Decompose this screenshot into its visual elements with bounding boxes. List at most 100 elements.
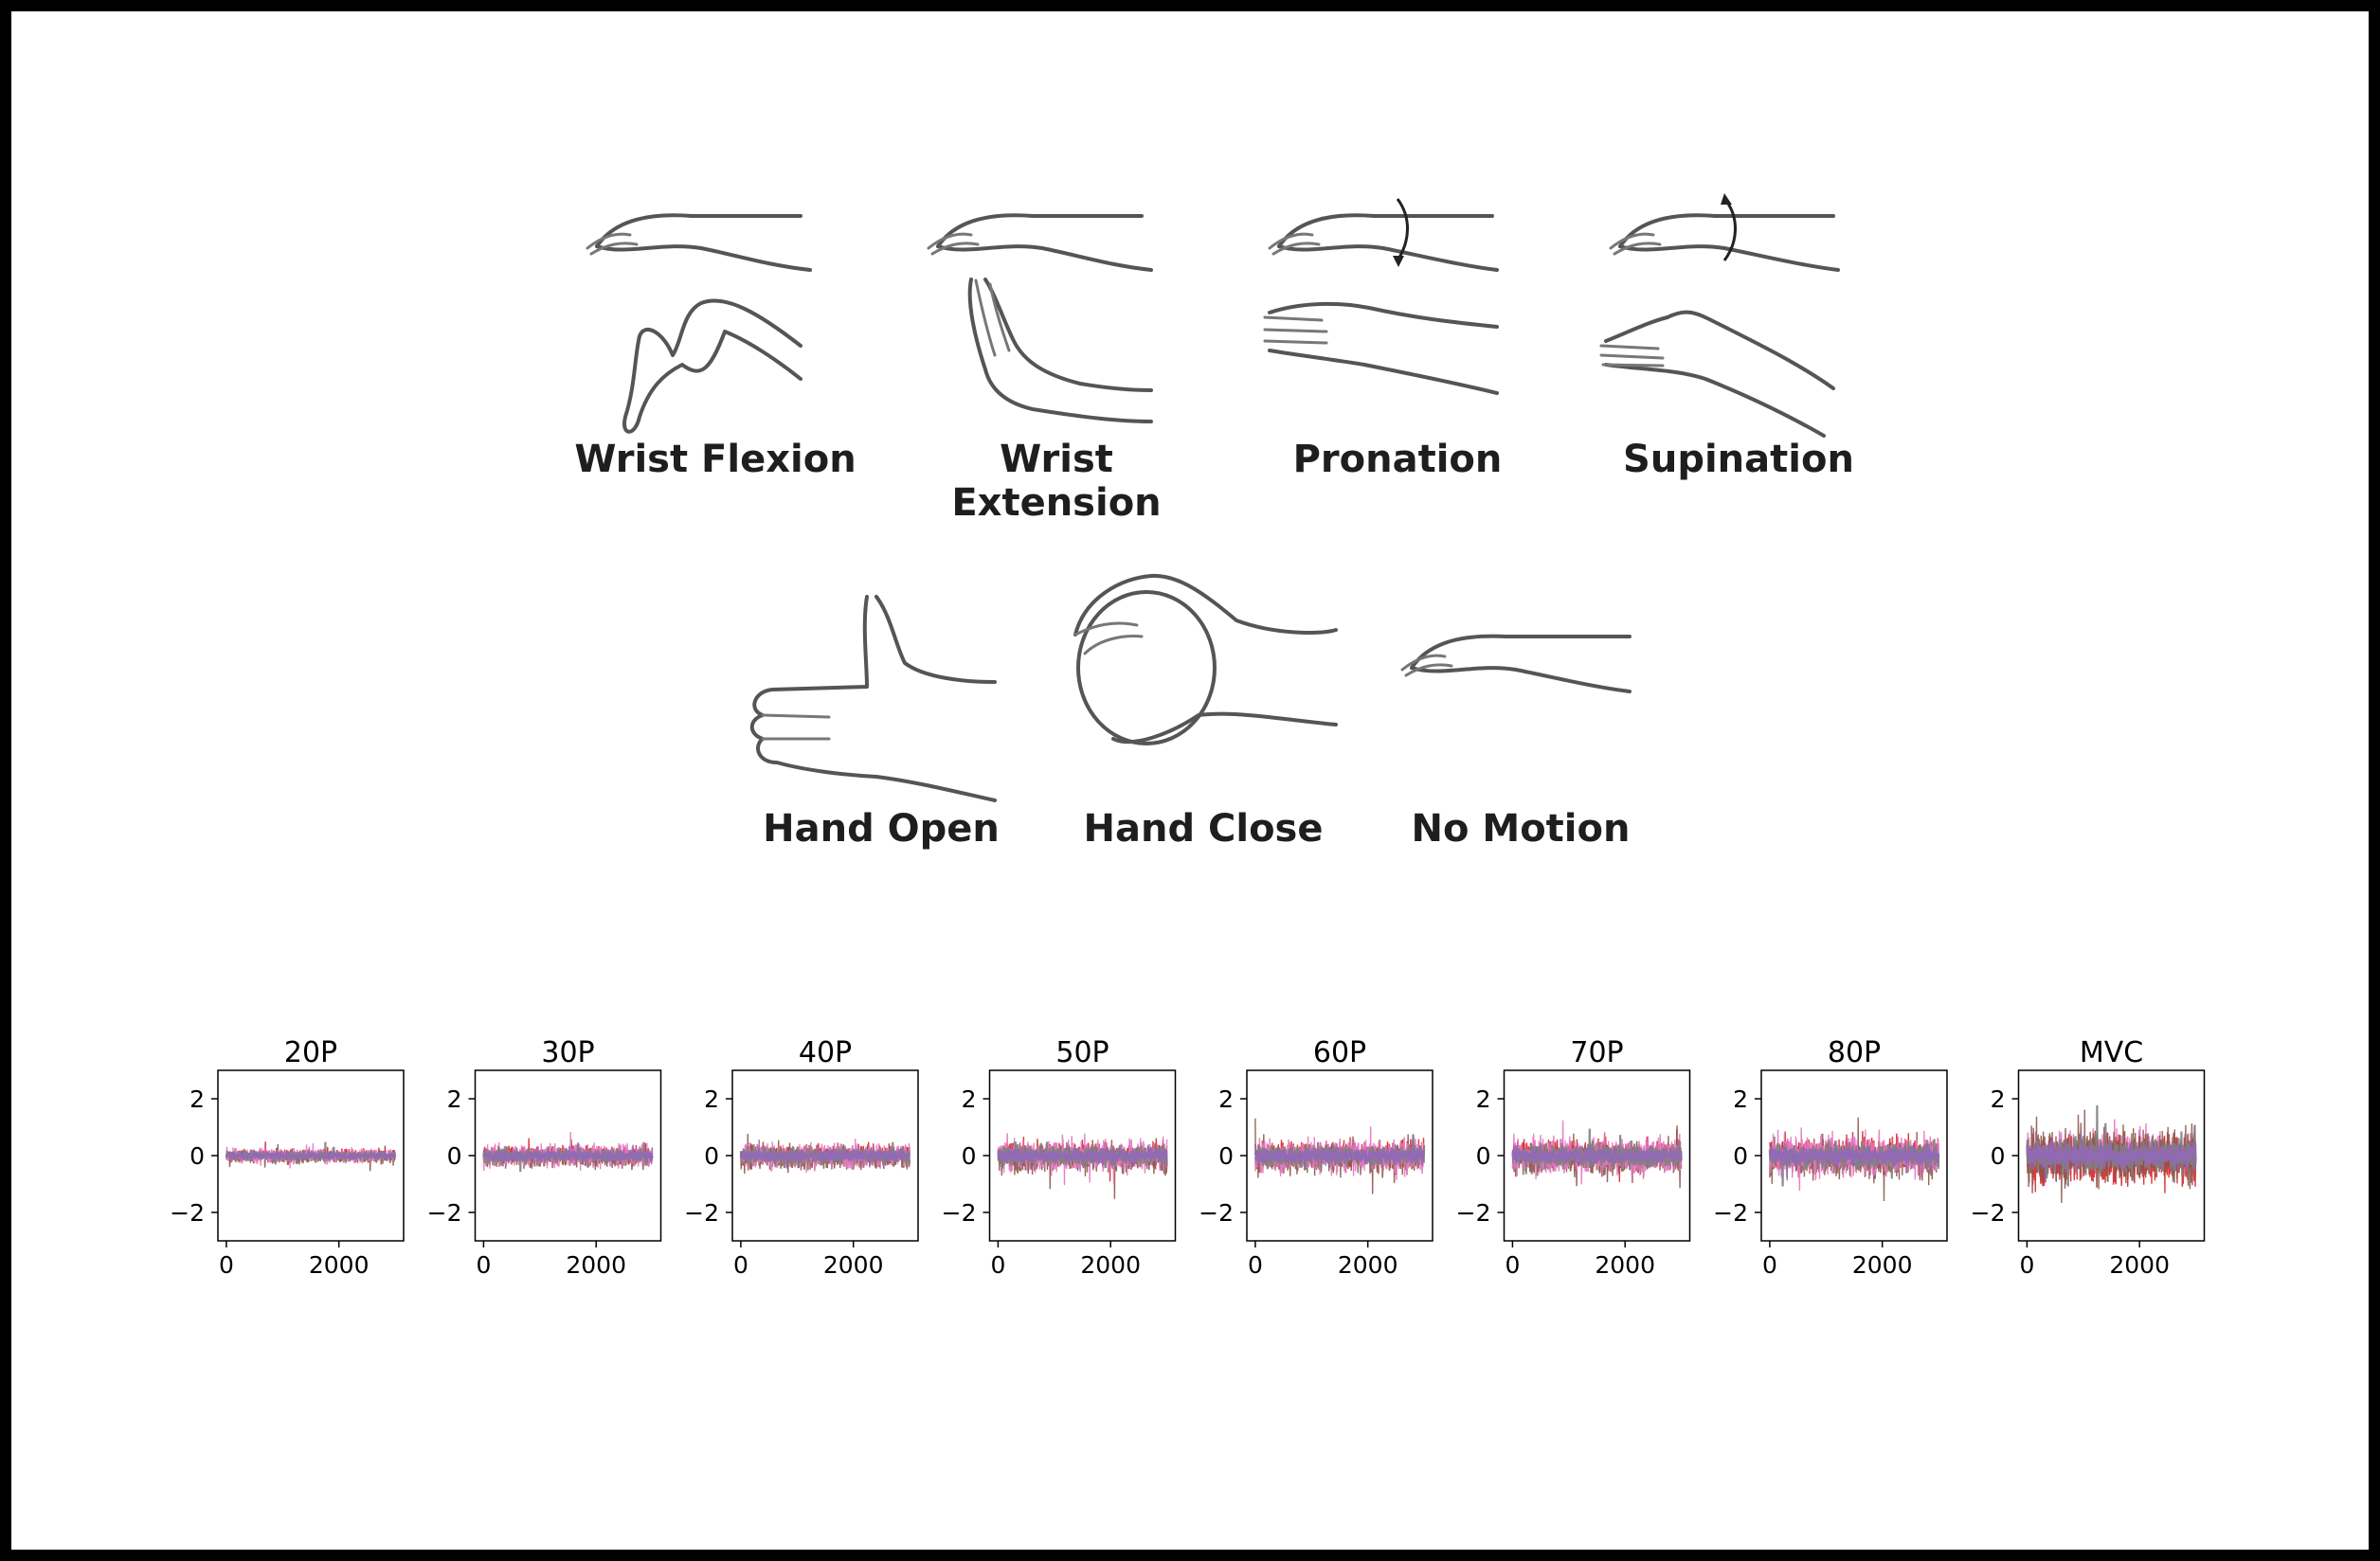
emg-subplot: 60P 2 0 −2 0 2000 bbox=[1199, 1036, 1433, 1279]
hand-open-label: Hand Open bbox=[763, 807, 1000, 851]
x-tick-label: 0 bbox=[733, 1251, 748, 1279]
y-tick-label: 2 bbox=[1476, 1086, 1491, 1113]
x-tick-label: 0 bbox=[219, 1251, 234, 1279]
wrist-extension-label: Wrist Extension bbox=[951, 438, 1162, 525]
x-tick-label: 0 bbox=[990, 1251, 1005, 1279]
gesture-supination: Supination bbox=[1582, 189, 1895, 587]
emg-subplot: 20P 2 0 −2 0 2000 bbox=[170, 1036, 405, 1279]
hand-open-icon bbox=[749, 595, 997, 802]
pronation-rotation-arrow-icon bbox=[1396, 198, 1409, 261]
x-tick-label: 2000 bbox=[1338, 1251, 1398, 1279]
gesture-hand-close: Hand Close bbox=[1047, 568, 1360, 966]
y-tick-label: 0 bbox=[704, 1142, 719, 1170]
emg-traces bbox=[1253, 1118, 1426, 1194]
emg-subplot: 70P 2 0 −2 0 2000 bbox=[1456, 1036, 1691, 1279]
y-tick-label: −2 bbox=[1971, 1199, 2006, 1227]
emg-traces bbox=[2026, 1104, 2197, 1204]
subplot-title: 70P bbox=[1570, 1036, 1623, 1069]
emg-trace-line bbox=[2026, 1130, 2197, 1183]
wrist-extension-hand-icon bbox=[927, 213, 1153, 423]
supination-label: Supination bbox=[1623, 438, 1854, 481]
emg-traces bbox=[482, 1132, 654, 1173]
supination-rotation-arrow-icon bbox=[1722, 200, 1737, 261]
y-tick-label: 2 bbox=[962, 1086, 977, 1113]
x-tick-label: 0 bbox=[1762, 1251, 1777, 1279]
emg-traces bbox=[1511, 1120, 1683, 1189]
y-tick-label: 0 bbox=[1733, 1142, 1748, 1170]
subplot-title: MVC bbox=[2080, 1036, 2143, 1069]
emg-trace-line bbox=[482, 1141, 654, 1165]
y-tick-label: −2 bbox=[942, 1199, 977, 1227]
hand-close-icon bbox=[1073, 573, 1338, 745]
x-tick-label: 2000 bbox=[1080, 1251, 1141, 1279]
x-tick-label: 0 bbox=[2019, 1251, 2034, 1279]
y-tick-label: 2 bbox=[704, 1086, 719, 1113]
y-tick-label: 2 bbox=[447, 1086, 462, 1113]
figure-canvas bbox=[11, 11, 2369, 1550]
supination-arrowhead-icon bbox=[1721, 193, 1732, 205]
subplot-title: 20P bbox=[284, 1036, 337, 1069]
y-tick-label: −2 bbox=[170, 1199, 205, 1227]
y-tick-label: −2 bbox=[1713, 1199, 1748, 1227]
x-tick-label: 2000 bbox=[1852, 1251, 1913, 1279]
wrist-flexion-hand-icon bbox=[586, 213, 812, 434]
y-tick-label: 2 bbox=[1991, 1086, 2006, 1113]
x-tick-label: 2000 bbox=[566, 1251, 626, 1279]
emg-trace-line bbox=[1511, 1128, 1683, 1175]
y-tick-label: −2 bbox=[684, 1199, 719, 1227]
wrist-flexion-label: Wrist Flexion bbox=[574, 438, 856, 481]
gesture-no-motion: No Motion bbox=[1364, 606, 1677, 1004]
y-tick-label: 0 bbox=[447, 1142, 462, 1170]
y-tick-label: 0 bbox=[1218, 1142, 1234, 1170]
emg-trace-line bbox=[740, 1139, 911, 1169]
x-tick-label: 2000 bbox=[823, 1251, 884, 1279]
emg-traces bbox=[739, 1133, 911, 1175]
x-tick-label: 0 bbox=[476, 1251, 491, 1279]
x-tick-label: 2000 bbox=[2109, 1251, 2170, 1279]
y-tick-label: 2 bbox=[189, 1086, 205, 1113]
emg-trace-line bbox=[1254, 1139, 1425, 1166]
subplot-title: 80P bbox=[1828, 1036, 1881, 1069]
y-tick-label: 0 bbox=[1991, 1142, 2006, 1170]
no-motion-label: No Motion bbox=[1411, 807, 1631, 851]
no-motion-hand-icon bbox=[1400, 634, 1632, 693]
emg-trace-line bbox=[1769, 1141, 1939, 1181]
emg-trace-line bbox=[225, 1148, 396, 1163]
emg-subplot: 50P 2 0 −2 0 2000 bbox=[942, 1036, 1177, 1279]
y-tick-label: −2 bbox=[1199, 1199, 1234, 1227]
y-tick-label: 2 bbox=[1218, 1086, 1234, 1113]
emg-trace-line bbox=[1511, 1144, 1683, 1168]
subplot-title: 40P bbox=[799, 1036, 852, 1069]
emg-trace-line bbox=[997, 1142, 1168, 1169]
gesture-wrist-extension: Wrist Extension bbox=[900, 189, 1213, 587]
emg-subplot: 40P 2 0 −2 0 2000 bbox=[684, 1036, 919, 1279]
subplot-title: 60P bbox=[1313, 1036, 1366, 1069]
emg-trace-line bbox=[1254, 1126, 1425, 1180]
x-tick-label: 2000 bbox=[309, 1251, 370, 1279]
y-tick-label: 0 bbox=[962, 1142, 977, 1170]
x-tick-label: 0 bbox=[1505, 1251, 1520, 1279]
supination-hand-icon bbox=[1599, 193, 1840, 438]
subplot-title: 50P bbox=[1055, 1036, 1109, 1069]
emg-traces bbox=[1768, 1117, 1940, 1202]
x-tick-label: 0 bbox=[1248, 1251, 1263, 1279]
gesture-hand-open: Hand Open bbox=[725, 587, 1037, 985]
pronation-label: Pronation bbox=[1292, 438, 1503, 481]
emg-subplot: 30P 2 0 −2 0 2000 bbox=[427, 1036, 662, 1279]
gesture-wrist-flexion: Wrist Flexion bbox=[559, 189, 872, 587]
y-tick-label: 2 bbox=[1733, 1086, 1748, 1113]
pronation-hand-icon bbox=[1263, 198, 1499, 395]
x-tick-label: 2000 bbox=[1595, 1251, 1655, 1279]
emg-traces bbox=[997, 1133, 1168, 1199]
y-tick-label: −2 bbox=[427, 1199, 462, 1227]
emg-traces bbox=[225, 1141, 397, 1172]
subplot-title: 30P bbox=[541, 1036, 594, 1069]
y-tick-label: 0 bbox=[189, 1142, 205, 1170]
emg-subplot: 80P 2 0 −2 0 2000 bbox=[1713, 1036, 1948, 1279]
hand-close-label: Hand Close bbox=[1083, 807, 1324, 851]
emg-subplot: MVC 2 0 −2 0 2000 bbox=[1971, 1036, 2206, 1279]
y-tick-label: 0 bbox=[1476, 1142, 1491, 1170]
gesture-pronation: Pronation bbox=[1241, 189, 1554, 587]
y-tick-label: −2 bbox=[1456, 1199, 1491, 1227]
